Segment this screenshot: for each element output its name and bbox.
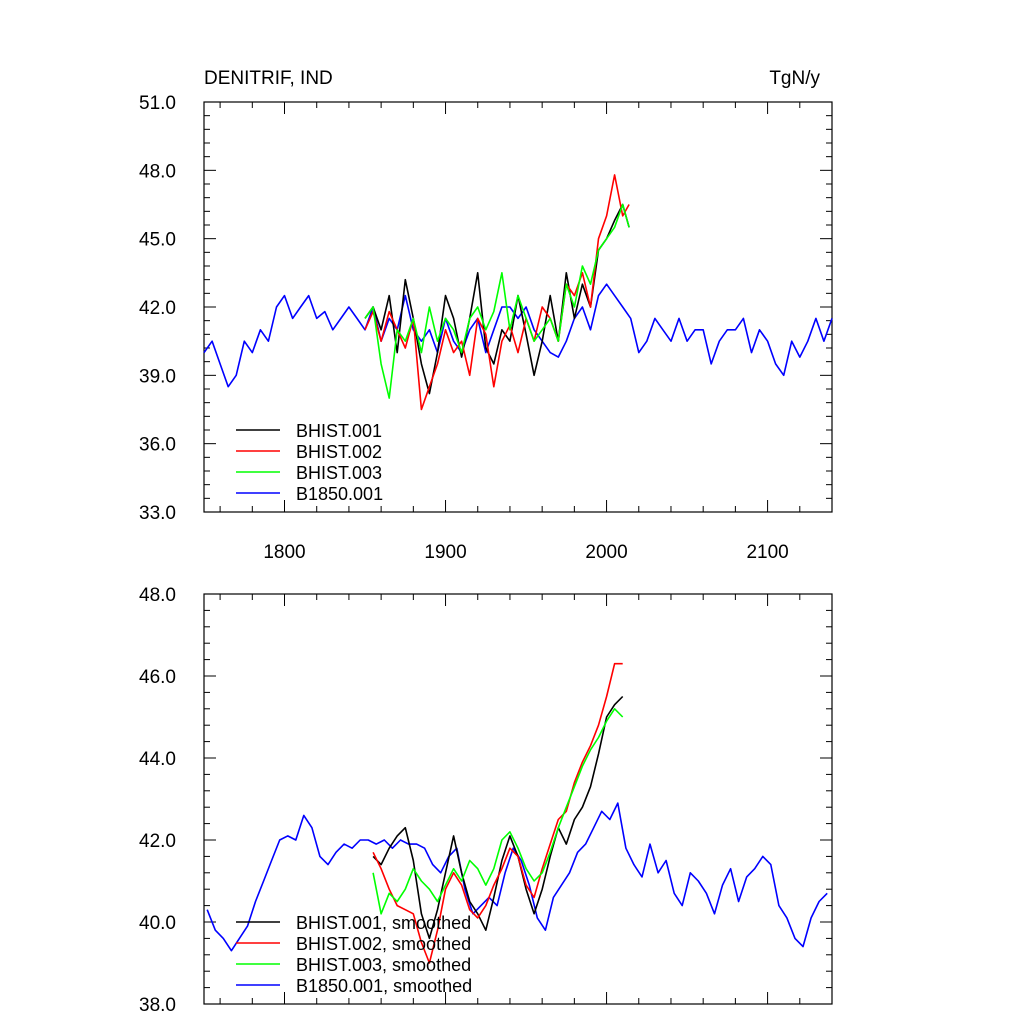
bottom-panel: 38.0 40.0 42.0 44.0 46.0 48.0 BHIST.001, smoo… <box>139 585 833 1016</box>
legend-label-bhist-001: BHIST.001 <box>296 421 382 441</box>
legend-label-b1850-001-smoothed: B1850.001, smoothed <box>296 976 472 996</box>
top-panel: 33.0 36.0 39.0 42.0 45.0 48.0 51.0 1800 1900 2000… <box>139 93 833 563</box>
units-label: TgN/y <box>769 68 820 89</box>
y-tick-label: 42.0 <box>139 831 176 852</box>
series-line-bhist-002-smoothed <box>372 662 623 964</box>
y-tick-label: 36.0 <box>139 435 176 456</box>
x-tick-label: 1800 <box>263 542 305 563</box>
y-tick-label: 38.0 <box>139 995 176 1016</box>
top-axis-ticks: 33.0 36.0 39.0 42.0 45.0 48.0 51.0 1800 1900 2000… <box>139 93 833 563</box>
legend-label-bhist-003: BHIST.003 <box>296 463 382 483</box>
bottom-axis-ticks: 38.0 40.0 42.0 44.0 46.0 48.0 <box>139 585 833 1016</box>
legend-label-bhist-003-smoothed: BHIST.003, smoothed <box>296 955 471 975</box>
y-tick-label: 33.0 <box>139 503 176 524</box>
series-line-b1850-001 <box>203 283 833 388</box>
y-tick-label: 42.0 <box>139 298 176 319</box>
y-tick-label: 44.0 <box>139 749 176 770</box>
legend-label-bhist-001-smoothed: BHIST.001, smoothed <box>296 913 471 933</box>
x-tick-label: 2100 <box>746 542 788 563</box>
x-tick-label: 1900 <box>424 542 466 563</box>
legend-label-b1850-001: B1850.001 <box>296 484 383 504</box>
y-tick-label: 48.0 <box>139 585 176 606</box>
y-tick-label: 51.0 <box>139 93 176 114</box>
y-tick-label: 48.0 <box>139 161 176 182</box>
series-line-bhist-002 <box>364 174 630 411</box>
series-line-bhist-003 <box>364 203 630 399</box>
bottom-plot-frame <box>203 593 833 1005</box>
bottom-series-group <box>206 662 828 964</box>
legend-label-bhist-002-smoothed: BHIST.002, smoothed <box>296 934 471 954</box>
y-tick-label: 45.0 <box>139 230 176 251</box>
legend-label-bhist-002: BHIST.002 <box>296 442 382 462</box>
series-line-bhist-001 <box>364 203 630 395</box>
y-tick-label: 40.0 <box>139 913 176 934</box>
top-series-group <box>203 174 833 411</box>
x-tick-label: 2000 <box>585 542 627 563</box>
y-tick-label: 39.0 <box>139 366 176 387</box>
series-line-bhist-003-smoothed <box>372 707 624 915</box>
chart-title: DENITRIF, IND <box>204 68 333 89</box>
y-tick-label: 46.0 <box>139 667 176 688</box>
